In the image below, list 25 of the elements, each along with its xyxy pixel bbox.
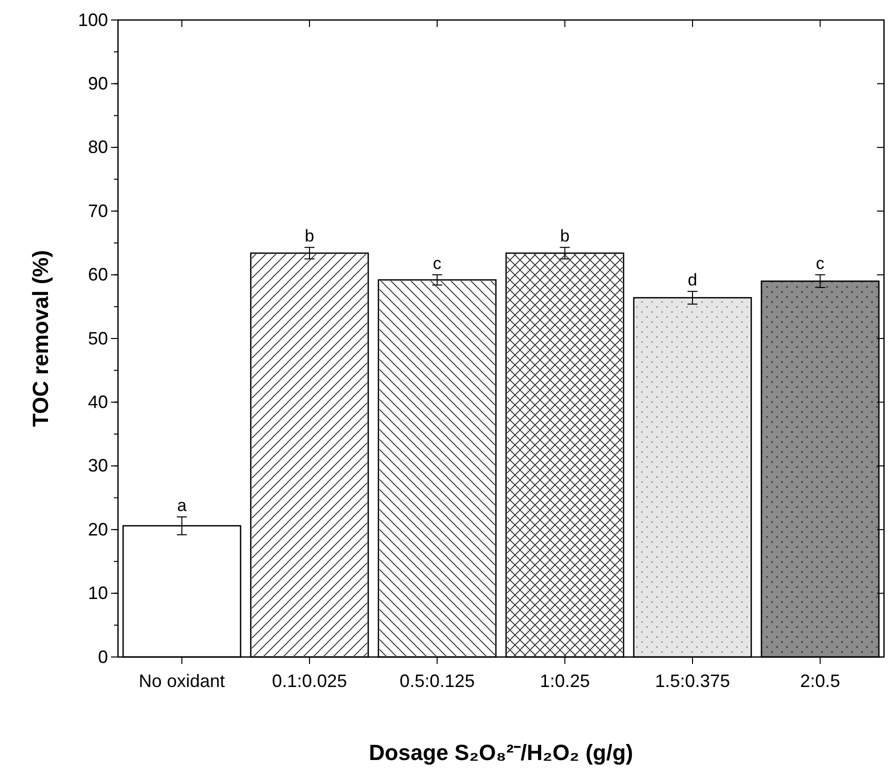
x-tick-label: 1:0.25 [540,670,590,691]
y-tick-label: 60 [88,264,108,285]
x-tick-label: 1.5:0.375 [654,670,730,691]
x-tick-label: No oxidant [138,670,225,691]
y-tick-label: 100 [78,10,108,30]
annotation: c [816,254,825,273]
x-tick-label: 0.5:0.125 [400,670,475,691]
annotation: b [560,226,570,246]
annotation: d [688,270,698,290]
y-tick-label: 20 [88,519,108,540]
y-tick-label: 30 [88,456,108,476]
x-tick-label: 0.1:0.025 [272,670,348,691]
y-axis-title: TOC removal (%) [28,250,53,427]
y-tick-label: 90 [88,73,108,94]
y-tick-label: 70 [88,200,108,221]
y-tick-label: 40 [88,392,108,412]
y-tick-label: 10 [88,583,108,604]
annotation: b [304,226,314,246]
annotation: a [177,496,188,515]
annotation: c [432,254,442,273]
y-tick-label: 0 [98,646,108,667]
y-tick-label: 80 [88,137,108,158]
x-axis-title: Dosage S₂O₈²⁻/H₂O₂ (g/g) [368,740,634,765]
y-tick-label: 50 [88,328,108,348]
x-tick-label: 2:0.5 [800,670,840,691]
